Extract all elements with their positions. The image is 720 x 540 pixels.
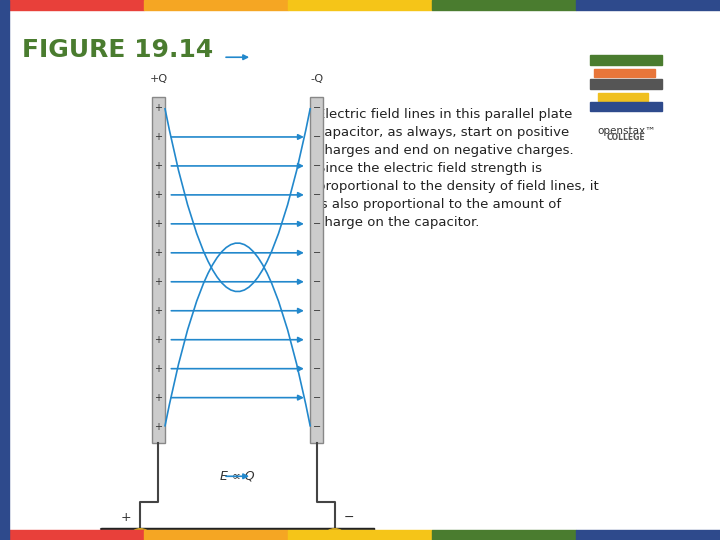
Text: +: + [121,511,131,524]
Bar [288,530,432,540]
Text: +: + [154,277,163,287]
Text: −: − [312,393,321,403]
Text: +: + [154,161,163,171]
Text: −: − [344,511,354,524]
Text: −: − [312,103,321,113]
Bar [432,530,576,540]
Bar [101,529,374,540]
Text: +: + [154,132,163,142]
Text: COLLEGE: COLLEGE [607,133,646,143]
Bar [310,97,323,443]
Text: -Q: -Q [310,73,323,84]
Bar [101,528,374,540]
Bar [432,0,576,10]
Bar [576,0,720,10]
Bar [152,97,165,443]
Text: +: + [154,335,163,345]
Bar [598,93,648,101]
Bar [144,0,288,10]
Text: +: + [154,190,163,200]
Text: +: + [154,248,163,258]
Bar [0,0,144,10]
Bar [144,530,288,540]
Text: +: + [154,393,163,403]
Text: −: − [312,363,321,374]
Text: +: + [154,422,163,431]
Bar [288,0,432,10]
Text: openstax™: openstax™ [597,126,656,136]
Text: E ∝ Q: E ∝ Q [220,470,255,483]
Text: −: − [312,248,321,258]
Bar [590,79,662,89]
Text: −: − [312,161,321,171]
Text: −: − [312,335,321,345]
Text: +Q: +Q [149,73,168,84]
Text: −: − [312,132,321,142]
Text: −: − [312,277,321,287]
Bar [590,102,662,111]
Text: −: − [312,306,321,316]
Text: +: + [154,363,163,374]
Bar [576,530,720,540]
Bar [594,69,655,77]
Text: +: + [154,219,163,229]
Circle shape [325,529,344,540]
Bar [0,0,9,540]
Circle shape [131,529,150,540]
Text: FIGURE 19.14: FIGURE 19.14 [22,38,213,62]
Text: −: − [312,190,321,200]
Bar [590,55,662,65]
Text: −: − [312,219,321,229]
Text: Electric field lines in this parallel plate
capacitor, as always, start on posit: Electric field lines in this parallel pl… [317,108,598,229]
Text: +: + [154,306,163,316]
Text: −: − [312,422,321,431]
Bar [0,530,144,540]
Text: +: + [154,103,163,113]
